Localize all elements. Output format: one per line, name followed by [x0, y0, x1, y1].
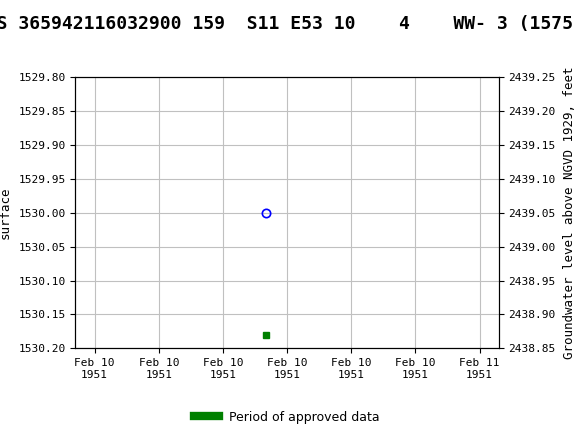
Text: USGS 365942116032900 159  S11 E53 10    4    WW- 3 (1575 ft): USGS 365942116032900 159 S11 E53 10 4 WW…	[0, 15, 580, 33]
Legend: Period of approved data: Period of approved data	[189, 406, 385, 429]
Y-axis label: Groundwater level above NGVD 1929, feet: Groundwater level above NGVD 1929, feet	[563, 67, 576, 359]
Text: ≡USGS: ≡USGS	[6, 9, 64, 28]
Y-axis label: Depth to water level, feet below land
surface: Depth to water level, feet below land su…	[0, 74, 12, 352]
